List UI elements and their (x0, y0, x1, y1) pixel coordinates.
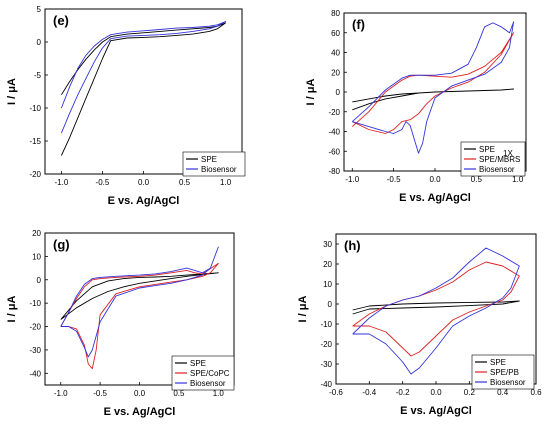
y-tick-label: -30 (320, 360, 332, 369)
x-axis-label: E vs. Ag/AgCl (104, 406, 176, 418)
x-tick-label: -0.6 (329, 388, 343, 397)
x-tick-label: 0.6 (530, 388, 542, 397)
legend-label: SPE (490, 358, 506, 367)
x-tick-label: 0.4 (497, 388, 509, 397)
series-line-spe-mbrs (351, 32, 515, 134)
annotation-label: 1X (503, 149, 513, 158)
legend-box (471, 354, 535, 390)
x-tick-label: 0.0 (138, 178, 150, 187)
plot-frame (44, 8, 243, 175)
x-tick-label: 0.5 (471, 175, 483, 184)
x-tick-label: 0.2 (464, 388, 476, 397)
legend-box (182, 151, 246, 177)
legend-label: SPE (479, 145, 495, 154)
y-axis-label: I / μA (6, 295, 18, 322)
x-tick-label: 0.0 (134, 389, 146, 398)
y-axis-label: I / μA (297, 295, 309, 322)
y-tick-label: -80 (328, 167, 340, 176)
series-line-biosensor (352, 247, 520, 375)
y-tick-label: 30 (323, 240, 332, 249)
y-tick-label: -15 (29, 137, 41, 146)
x-tick-label: 0.5 (179, 178, 191, 187)
panel-label: (f) (352, 17, 365, 32)
panel-label: (h) (344, 238, 361, 253)
y-tick-label: 0 (37, 38, 42, 47)
y-tick-label: 40 (331, 49, 340, 58)
x-tick-label: 1.0 (512, 175, 524, 184)
y-tick-label: 0 (336, 88, 341, 97)
panel-label: (g) (53, 237, 70, 252)
x-tick-label: 0.0 (429, 175, 441, 184)
series-line-spe (60, 272, 219, 320)
x-tick-label: -0.5 (387, 175, 401, 184)
y-tick-label: 20 (323, 260, 332, 269)
chart-panel-1: -1.0 -0.5 0.0 0.5 1.0 -80 -60 -40 -20 0 20 40 60 80 E … (305, 9, 527, 204)
y-tick-label: -20 (328, 108, 340, 117)
x-tick-label: 0.0 (430, 388, 442, 397)
y-tick-label: 10 (32, 252, 41, 261)
y-tick-label: -30 (29, 346, 41, 355)
y-tick-label: -60 (328, 147, 340, 156)
legend-label: SPE (190, 359, 206, 368)
series-line-spe (60, 22, 227, 156)
y-tick-label: 0 (37, 276, 42, 285)
y-tick-label: 0 (328, 300, 333, 309)
legend-label: Biosensor (201, 165, 237, 174)
y-tick-label: 20 (331, 68, 340, 77)
legend-label: Biosensor (490, 378, 526, 387)
legend-label: Biosensor (479, 165, 515, 174)
series-line-spe (352, 88, 515, 111)
legend-label: SPE/CoPC (190, 369, 230, 378)
panel-label: (e) (53, 13, 69, 28)
series-line-biosensor (351, 21, 515, 154)
y-tick-label: -10 (320, 320, 332, 329)
x-tick-label: 0.5 (173, 389, 185, 398)
series-line-biosensor (60, 246, 219, 358)
series-line-spe (352, 300, 520, 315)
x-tick-label: -1.0 (55, 178, 69, 187)
y-tick-label: -5 (34, 71, 42, 80)
y-tick-label: 5 (37, 5, 42, 14)
x-tick-label: -1.0 (345, 175, 359, 184)
legend-label: Biosensor (190, 379, 226, 388)
y-tick-label: -20 (29, 170, 41, 179)
x-axis-label: E vs. Ag/AgCl (108, 195, 180, 207)
x-axis-label: E vs. Ag/AgCl (399, 192, 471, 204)
y-tick-label: -40 (29, 369, 41, 378)
y-axis-label: I / μA (305, 78, 317, 105)
x-tick-label: -0.5 (96, 178, 110, 187)
x-tick-label: -0.2 (396, 388, 410, 397)
x-tick-label: 1.0 (213, 389, 225, 398)
y-axis-label: I / μA (6, 78, 18, 105)
chart-panel-2: -1.0 -0.5 0.0 0.5 1.0 -40 -30 -20 -10 0 10 20 E vs. … (6, 229, 235, 418)
y-tick-label: -10 (29, 299, 41, 308)
y-tick-label: -40 (320, 380, 332, 389)
x-tick-label: -0.5 (93, 389, 107, 398)
x-tick-label: -1.0 (54, 389, 68, 398)
series-line-biosensor (60, 21, 227, 134)
legend-box (460, 141, 526, 177)
y-tick-label: -20 (29, 323, 41, 332)
y-tick-label: -40 (328, 128, 340, 137)
legend-label: SPE (201, 155, 217, 164)
y-tick-label: 10 (323, 280, 332, 289)
x-tick-label: -0.4 (362, 388, 376, 397)
y-tick-label: 20 (32, 229, 41, 238)
series-line-spe-copc (60, 262, 219, 370)
legend-label: SPE/PB (490, 368, 519, 377)
y-tick-label: -20 (320, 340, 332, 349)
y-tick-label: 80 (331, 9, 340, 18)
x-tick-label: 1.0 (220, 178, 232, 187)
chart-panel-0: -1.0 -0.5 0.0 0.5 1.0 -20 -15 -10 -5 0 5 E vs. Ag/A… (6, 5, 246, 207)
y-tick-label: 60 (331, 29, 340, 38)
x-axis-label: E vs. Ag/AgCl (400, 405, 472, 417)
chart-panel-3: -0.6 -0.4 -0.2 0.0 0.2 0.4 0.6 -40 -30 -20 -10 0 10 2… (297, 233, 542, 417)
legend-label: SPE/MBRS (479, 155, 520, 164)
y-tick-label: -10 (29, 104, 41, 113)
